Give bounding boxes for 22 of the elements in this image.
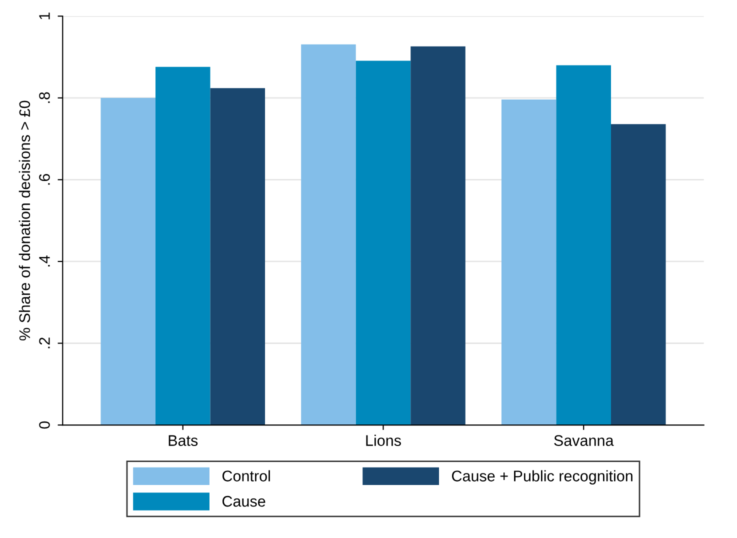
bar: [556, 65, 611, 426]
legend-label: Cause: [222, 496, 266, 507]
y-tick-label: 0: [39, 421, 50, 429]
bar: [410, 46, 466, 426]
bar: [210, 88, 266, 426]
bar: [501, 100, 556, 426]
x-tick-label: Bats: [168, 435, 198, 446]
y-tick-label: .6: [39, 174, 50, 185]
x-tick-label: Lions: [366, 434, 401, 446]
bar: [301, 44, 356, 426]
bar: [356, 60, 411, 426]
bar: [100, 98, 156, 426]
y-axis-title: % Share of donation decisions > £0: [18, 100, 30, 340]
bar: [155, 66, 210, 426]
bar: [610, 124, 666, 426]
y-tick-label: .8: [39, 92, 50, 103]
y-tick-label: 1: [39, 12, 50, 20]
legend-label: Control: [222, 470, 270, 482]
y-tick-label: .2: [39, 338, 50, 348]
y-tick-label: .4: [39, 256, 50, 266]
legend-label: Cause + Public recognition: [452, 470, 632, 484]
x-tick-label: Savanna: [554, 435, 614, 446]
